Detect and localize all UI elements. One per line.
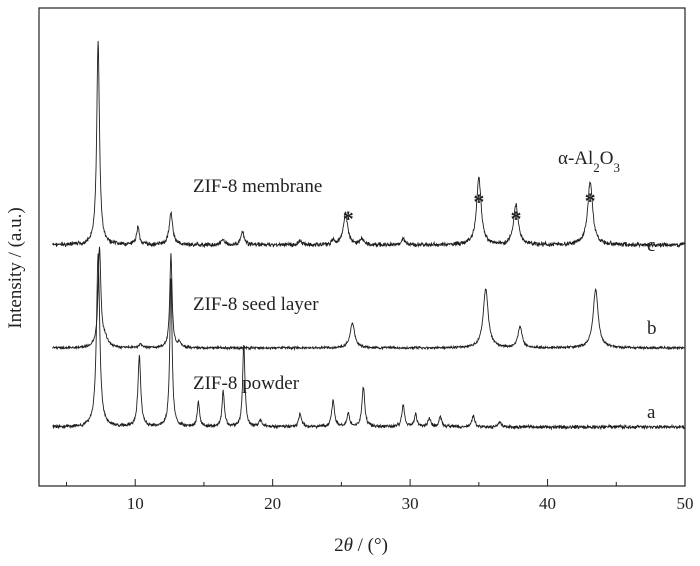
y-axis-title: Intensity / (a.u.) [5, 207, 26, 328]
alumina-star-marker: * [473, 189, 484, 214]
x-tick-label: 30 [402, 494, 419, 513]
alumina-peak-markers: * * * * [343, 188, 596, 231]
series-label-membrane: ZIF-8 membrane [193, 176, 322, 197]
xrd-traces [52, 40, 686, 431]
series-label-powder: ZIF-8 powder [193, 373, 300, 394]
series-label-seed-layer: ZIF-8 seed layer [193, 294, 319, 315]
x-tick-label: 50 [677, 494, 694, 513]
series-line-c [52, 40, 686, 249]
series-tag-c: c [647, 235, 655, 256]
plot-axes [38, 7, 686, 487]
alumina-star-marker: * [585, 188, 596, 213]
series-tag-a: a [647, 402, 656, 423]
series-line-a [52, 253, 686, 431]
phase-label-alumina: α-Al2O3 [558, 148, 620, 175]
series-tag-b: b [647, 318, 657, 339]
x-axis-title: 2θ / (°) [334, 535, 388, 556]
x-tick-label: 10 [127, 494, 144, 513]
x-tick-label: 40 [539, 494, 556, 513]
series-line-b [52, 246, 685, 351]
alumina-star-marker: * [343, 206, 354, 231]
x-tick-label: 20 [264, 494, 281, 513]
alumina-star-marker: * [510, 206, 521, 231]
x-ticks: 10 20 30 40 50 [65, 479, 694, 513]
plot-frame [38, 7, 686, 487]
